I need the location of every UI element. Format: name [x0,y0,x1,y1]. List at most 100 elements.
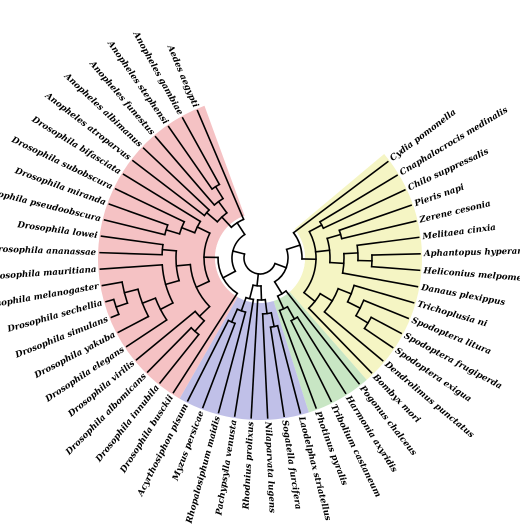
tree-arc [161,243,164,256]
tree-branch [186,319,230,402]
tree-branch [105,298,115,303]
tree-branch [217,200,228,214]
tree-branch [159,301,174,311]
leaf-label: Heliconius melpomene [422,266,520,285]
tree-branch [276,295,285,310]
tree-branch [198,305,211,318]
tree-branch [308,223,323,233]
tree-branch [230,308,239,324]
tree-branch [363,327,394,349]
tree-arc [203,232,211,283]
leaf-label: Drosophila mauritiana [0,265,97,283]
tree-branch [167,125,214,191]
tree-branch [337,287,353,295]
tree-branch [142,147,211,212]
clade-wedge-diptera [97,105,245,399]
tree-branch [172,292,239,394]
tree-branch [231,250,246,255]
tree-branch [273,262,288,269]
tree-branch [250,299,259,419]
tree-branch [175,263,192,267]
tree-branch [278,309,318,409]
tree-branch [161,248,178,252]
tree-arc [243,253,277,275]
tree-branch [110,313,120,319]
tree-branch [146,326,193,374]
tree-branch [261,313,269,419]
tree-branch [338,204,413,232]
tree-branch [256,273,260,287]
tree-branch [307,307,373,374]
tree-branch [370,316,403,335]
tree-branch [180,226,196,234]
leaf-label: Drosophila ananassae [0,244,97,258]
tree-branch [100,235,164,246]
tree-branch [314,249,331,253]
tree-branch [319,292,334,302]
leaf-label: Sogatella furcifera [279,419,302,510]
tree-branch [371,252,421,256]
tree-arc [231,233,246,273]
tree-branch [233,298,255,417]
tree-branch [114,187,186,223]
tree-branch [346,300,362,310]
tree-branch [195,280,211,289]
tree-branch [296,316,347,395]
tree-branch [220,215,233,229]
tree-branch [284,289,361,385]
center-hole [215,213,305,303]
tree-branch [353,284,415,304]
tree-branch [217,311,247,414]
tree-branch [276,324,302,414]
tree-branch [164,279,181,286]
tree-branch [270,311,276,328]
tree-branch [240,296,248,312]
tree-branch [205,211,219,223]
tree-arc [292,231,303,260]
tree-branch [264,298,268,315]
tree-branch [103,219,166,236]
tree-arc [302,230,317,294]
tree-branch [141,297,157,305]
tree-arc [252,284,262,287]
tree-branch [370,265,421,272]
tree-branch [221,270,237,279]
tree-branch [290,319,333,403]
tree-branch [122,173,202,223]
tree-branch [108,203,169,227]
leaf-label: Drosophila pseudoobscura [0,184,102,224]
tree-branch [196,225,211,235]
tree-branch [354,314,370,325]
tree-branch [154,135,216,207]
tree-branch [286,305,296,321]
tree-branch [248,284,255,300]
tree-branch [341,272,419,288]
tree-branch [158,333,200,385]
tree-branch [343,252,359,255]
tree-branch [181,116,221,186]
leaf-label: Melitaea cinxia [421,223,496,243]
tree-branch [201,322,237,409]
tree-branch [125,318,168,348]
tree-branch [362,299,410,320]
tree-branch [269,326,286,418]
tree-branch [322,188,406,230]
leaf-label: Aphantopus hyperantus [423,246,520,259]
leaf-label: Chilo suppressalis [406,147,490,194]
tree-branch [101,281,124,287]
tree-branch [329,261,345,265]
tree-branch [292,160,389,234]
tree-branch [285,244,301,251]
tree-branch [196,109,245,221]
tree-branch [117,315,150,334]
tree-branch [131,159,206,217]
tree-arc [273,248,289,283]
tree-branch [115,302,129,308]
tree-branch [340,220,417,240]
leaf-label: Nilaparvata lugens [262,421,276,514]
tree-branch [123,288,139,294]
tree-arc [189,263,211,308]
tree-branch [236,221,246,236]
tree-arc [161,263,174,305]
